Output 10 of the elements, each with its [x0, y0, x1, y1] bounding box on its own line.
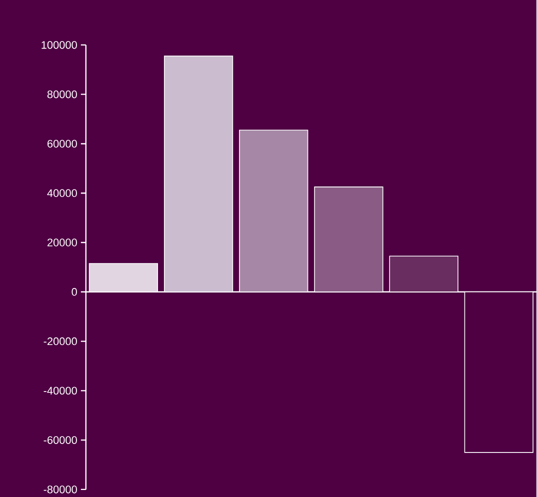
- y-tick-label: -40000: [44, 386, 77, 394]
- y-tick-label: -80000: [44, 485, 77, 494]
- y-tick-label: -60000: [44, 436, 77, 444]
- y-tick-label: 20000: [48, 238, 77, 246]
- y-tick-label: 0: [72, 288, 77, 296]
- y-tick-label: 80000: [47, 90, 77, 98]
- y-tick-label: -20000: [44, 337, 77, 345]
- y-tick-label: 40000: [47, 189, 77, 197]
- y-tick-label: 60000: [48, 140, 77, 148]
- y-tick-label: 100000: [42, 40, 77, 49]
